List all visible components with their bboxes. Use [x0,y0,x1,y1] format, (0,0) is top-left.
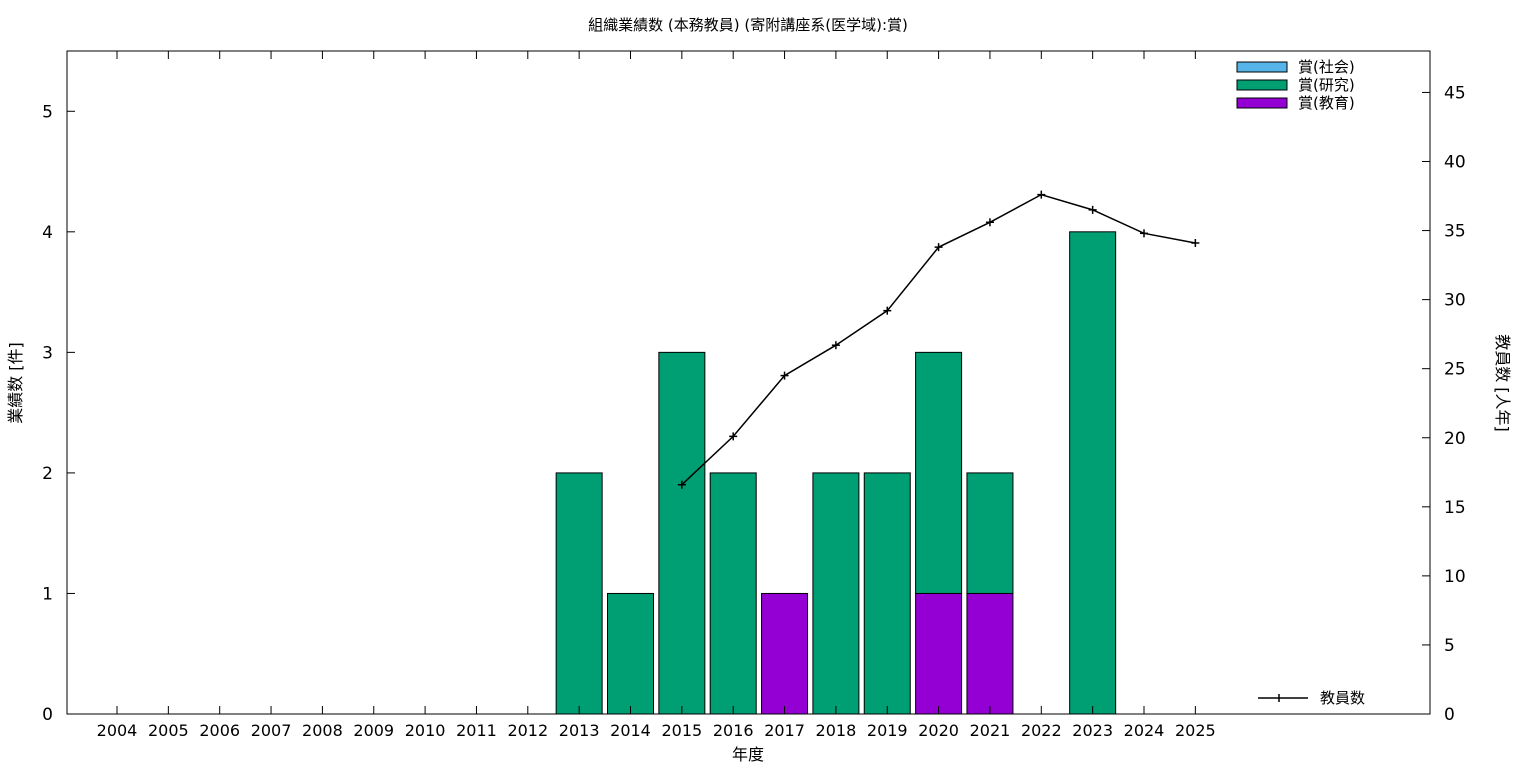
bar-賞(研究)-2013 [555,472,603,715]
line-point-2024 [1140,229,1148,238]
x-tick-label: 2024 [1124,721,1165,740]
x-tick-label: 2007 [251,721,292,740]
y2-tick-label: 10 [1444,567,1466,587]
y2-axis-label: 教員数 [人年] [1493,334,1512,432]
legend-swatch-賞(研究) [1236,79,1288,91]
bar-賞(研究)-2020 [915,351,963,594]
x-tick-label: 2021 [970,721,1011,740]
bar-賞(教育)-2021 [966,592,1014,715]
y-axis-label: 業績数 [件] [6,342,25,424]
x-tick-label: 2012 [507,721,548,740]
legend: 賞(社会)賞(研究)賞(教育) 教員数 [1236,58,1365,707]
x-tick-label: 2018 [816,721,857,740]
y-tick-label: 1 [42,584,53,604]
x-tick-label: 2008 [302,721,343,740]
legend-label-賞(教育): 賞(教育) [1298,94,1355,112]
x-tick-label: 2014 [610,721,651,740]
line-point-2016 [729,432,738,441]
bar-賞(研究)-2019 [863,472,911,715]
x-tick-label: 2017 [764,721,805,740]
line-point-2023 [1088,205,1097,214]
x-tick-label: 2013 [559,721,600,740]
legend-swatch-賞(教育) [1236,97,1288,109]
line-point-2025 [1191,238,1200,247]
x-axis-label: 年度 [732,745,764,764]
y2-tick-label: 15 [1444,498,1466,518]
y-tick-label: 5 [42,102,53,122]
y-tick-label: 4 [42,223,53,243]
x-tick-label: 2023 [1072,721,1113,740]
x-tick-label: 2011 [456,721,497,740]
y2-tick-label: 20 [1444,429,1466,449]
bar-group [555,231,1117,715]
plot-border [66,50,1431,715]
x-tick-label: 2025 [1175,721,1216,740]
x-tick-label: 2004 [97,721,138,740]
legend-label-賞(研究): 賞(研究) [1298,76,1355,94]
x-tick-label: 2020 [918,721,959,740]
legend-label-賞(社会): 賞(社会) [1298,58,1355,76]
y2-tick-label: 25 [1444,360,1466,380]
y-tick-label: 3 [42,343,53,363]
line-series-group [677,190,1200,489]
x-tick-label: 2016 [713,721,754,740]
x-tick-label: 2005 [148,721,189,740]
y-tick-label: 0 [42,705,53,725]
line-point-2019 [883,306,892,315]
line-point-2020 [934,243,943,252]
bar-賞(教育)-2017 [761,592,809,715]
y2-tick-label: 5 [1444,636,1455,656]
legend-label-教員数: 教員数 [1320,689,1365,707]
line-point-2018 [831,341,840,350]
x-tick-label: 2022 [1021,721,1062,740]
x-tick-label: 2010 [405,721,446,740]
x-tick-label: 2015 [661,721,702,740]
line-point-2022 [1037,190,1046,199]
y-tick-label: 2 [42,464,53,484]
bar-賞(研究)-2015 [658,351,706,715]
y2-tick-label: 45 [1444,83,1466,103]
bar-賞(研究)-2018 [812,472,860,715]
bar-賞(研究)-2016 [709,472,757,715]
y2-tick-label: 0 [1444,705,1455,725]
line-point-2017 [780,371,789,380]
bar-賞(研究)-2023 [1069,231,1117,715]
x-tick-label: 2009 [353,721,394,740]
bar-賞(研究)-2021 [966,472,1014,594]
bar-賞(研究)-2014 [607,592,654,715]
bar-賞(教育)-2020 [915,592,963,715]
y2-tick-label: 30 [1444,291,1466,311]
legend-swatch-賞(社会) [1236,61,1288,73]
y2-tick-label: 35 [1444,222,1466,242]
line-point-2015 [677,480,686,489]
x-tick-label: 2006 [199,721,240,740]
y2-tick-label: 40 [1444,153,1466,173]
chart-title: 組織業績数 (本務教員) (寄附講座系(医学域):賞) [588,16,908,34]
line-point-2021 [985,218,994,227]
x-tick-label: 2019 [867,721,908,740]
